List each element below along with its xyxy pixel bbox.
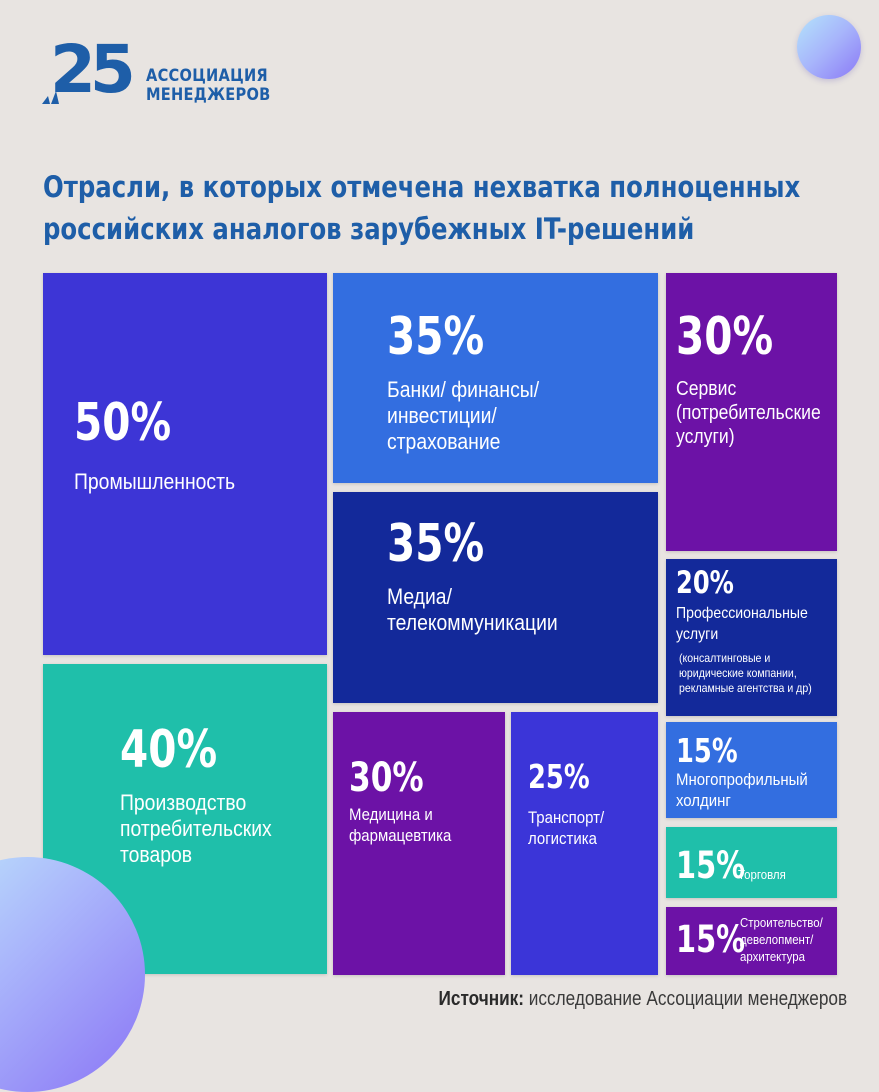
- tile-consumer-services: 30% Сервис (потребительские услуги): [666, 273, 837, 551]
- decorative-circle-top: [797, 15, 861, 79]
- logo-stripes-icon: [42, 91, 59, 104]
- tile-label: услуги): [676, 426, 735, 448]
- tile-label: страхование: [387, 429, 501, 454]
- logo-number: 25: [50, 31, 136, 108]
- logo-line-1: АССОЦИАЦИЯ: [146, 66, 268, 86]
- tile-industry: 50% Промышленность: [43, 273, 327, 655]
- tile-media-telecom: 35% Медиа/ телекоммуникации: [333, 492, 658, 703]
- title-line-2: российских аналогов зарубежных IT-решени…: [43, 212, 695, 246]
- tile-percent: 15%: [676, 918, 746, 961]
- tile-banks-finance: 35% Банки/ финансы/ инвестиции/ страхова…: [333, 273, 658, 483]
- tile-label: Производство: [120, 790, 247, 815]
- tile-professional-services: 20% Профессиональные услуги (консалтинго…: [666, 559, 837, 716]
- tile-label: Медицина и: [349, 805, 433, 824]
- tile-label: холдинг: [676, 791, 731, 810]
- tile-label: Банки/ финансы/: [387, 377, 540, 402]
- tile-percent: 25%: [528, 757, 590, 796]
- tile-consumer-goods: 40% Производство потребительских товаров: [43, 664, 327, 974]
- tile-percent: 35%: [387, 514, 485, 574]
- tile-note: (консалтинговые и: [679, 651, 771, 665]
- tile-label: фармацевтика: [349, 826, 452, 845]
- tile-label: потребительских: [120, 816, 272, 841]
- tile-label: девелопмент/: [740, 932, 814, 947]
- tile-percent: 30%: [349, 755, 424, 801]
- source-prefix: Источник:: [438, 988, 524, 1010]
- tile-label: Профессиональные: [676, 605, 808, 622]
- tile-label: логистика: [528, 829, 597, 848]
- tile-trade: 15% Торговля: [666, 827, 837, 898]
- tile-percent: 20%: [676, 565, 734, 601]
- tile-label: товаров: [120, 842, 193, 867]
- tile-label: Медиа/: [387, 584, 452, 609]
- tile-medicine-pharma: 30% Медицина и фармацевтика: [333, 712, 505, 975]
- logo-line-2: МЕНЕДЖЕРОВ: [146, 85, 271, 105]
- tile-label: Транспорт/: [528, 808, 605, 827]
- tile-note: юридические компании,: [679, 666, 797, 680]
- tile-label: Строительство/: [740, 915, 823, 930]
- source-note: Источник: исследование Ассоциации менедж…: [438, 988, 847, 1011]
- tile-diversified-holding: 15% Многопрофильный холдинг: [666, 722, 837, 818]
- tile-label: Торговля: [738, 867, 786, 882]
- tile-construction: 15% Строительство/ девелопмент/ архитект…: [666, 907, 837, 975]
- tile-label: инвестиции/: [387, 403, 497, 428]
- source-text: исследование Ассоциации менеджеров: [523, 988, 847, 1010]
- title-line-1: Отрасли, в которых отмечена нехватка пол…: [43, 170, 801, 204]
- tile-label: Сервис: [676, 378, 737, 400]
- tile-label: телекоммуникации: [387, 610, 558, 635]
- tile-label: (потребительские: [676, 402, 821, 424]
- tile-label: услуги: [676, 626, 719, 643]
- tile-percent: 15%: [676, 731, 738, 770]
- tile-percent: 40%: [120, 720, 218, 780]
- logo-text: АССОЦИАЦИЯ МЕНЕДЖЕРОВ: [146, 67, 271, 105]
- tile-percent: 50%: [74, 393, 172, 453]
- tile-label: Многопрофильный: [676, 770, 808, 789]
- tile-note: рекламные агентства и др): [679, 681, 812, 695]
- tile-percent: 30%: [676, 307, 774, 367]
- tile-percent: 15%: [676, 844, 746, 887]
- tile-label: архитектура: [740, 949, 806, 964]
- page-title: Отрасли, в которых отмечена нехватка пол…: [43, 166, 801, 250]
- tile-label: Промышленность: [74, 469, 236, 494]
- tile-percent: 35%: [387, 307, 485, 367]
- tile-transport-logistics: 25% Транспорт/ логистика: [511, 712, 658, 975]
